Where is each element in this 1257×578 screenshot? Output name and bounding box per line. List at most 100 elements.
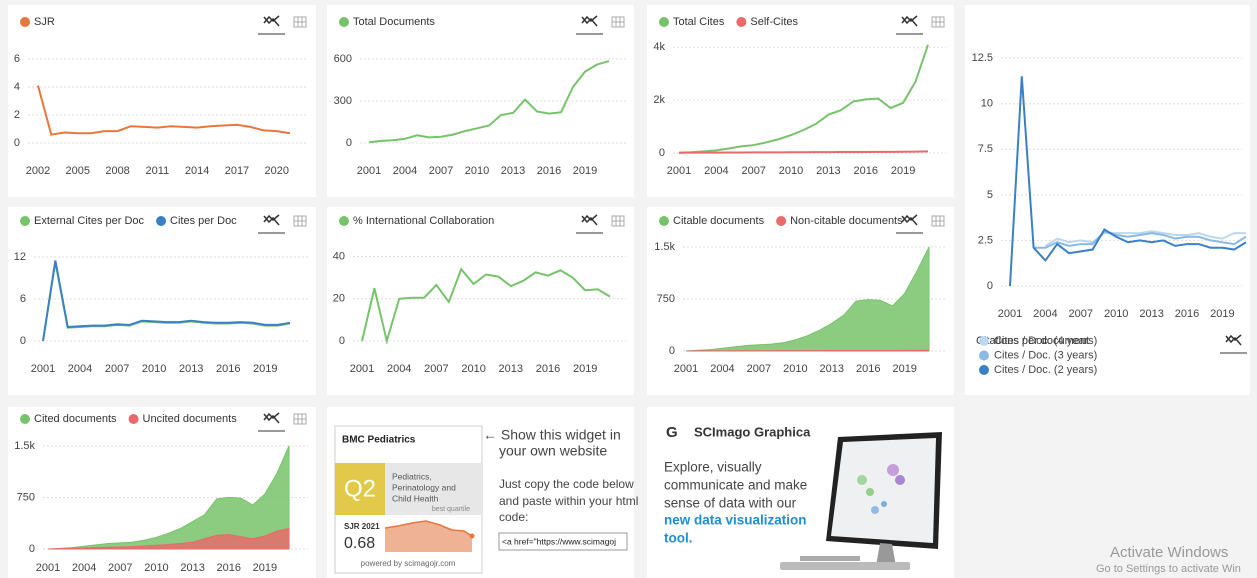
legend-marker[interactable] <box>20 17 30 27</box>
widget-card: BMC Pediatrics Q2 Pediatrics, Perinatolo… <box>327 407 638 578</box>
best-quartile: best quartile <box>432 506 470 513</box>
legend-marker[interactable] <box>659 17 669 27</box>
legend-label: % International Collaboration <box>353 215 494 227</box>
y-tick-label: 12 <box>14 251 26 263</box>
category-line: Child Health <box>392 493 439 503</box>
x-tick-label: 2014 <box>185 165 209 177</box>
graphica-logo: G <box>666 424 678 441</box>
x-tick-label: 2019 <box>1210 308 1234 320</box>
dashboard: BMC Pediatrics Q2 Pediatrics, Perinatolo… <box>0 0 1257 578</box>
instruction-line: code: <box>499 510 528 524</box>
y-tick-label: 0 <box>29 543 35 555</box>
legend-label: SJR <box>34 16 55 28</box>
legend-label: Citable documents <box>673 215 765 227</box>
x-tick-label: 2007 <box>741 165 765 177</box>
chart-card: Citations per document02.557.51012.52001… <box>965 5 1250 395</box>
y-tick-label: 0 <box>20 335 26 347</box>
x-tick-label: 2010 <box>779 165 803 177</box>
y-tick-label: 1.5k <box>654 241 675 253</box>
chart-card: 06122001200420072010201320162019External… <box>8 207 316 395</box>
x-tick-label: 2004 <box>704 165 728 177</box>
legend-marker[interactable] <box>339 216 349 226</box>
promo-line: ← Show this widget in <box>483 427 621 443</box>
legend-label: Uncited documents <box>143 413 238 425</box>
x-tick-label: 2007 <box>108 562 132 574</box>
x-tick-label: 2013 <box>179 363 203 375</box>
legend-marker[interactable] <box>979 351 989 361</box>
x-tick-label: 2007 <box>424 363 448 375</box>
x-tick-label: 2016 <box>856 363 880 375</box>
y-tick-label: 750 <box>657 293 675 305</box>
y-tick-label: 6 <box>14 53 20 65</box>
legend-marker[interactable] <box>979 365 989 375</box>
y-tick-label: 7.5 <box>978 143 993 155</box>
legend-marker[interactable] <box>156 216 166 226</box>
x-tick-label: 2001 <box>357 165 381 177</box>
chart-card: 07501.5k2001200420072010201320162019Cita… <box>647 207 954 395</box>
legend-marker[interactable] <box>129 414 139 424</box>
legend-marker[interactable] <box>736 17 746 27</box>
x-tick-label: 2001 <box>31 363 55 375</box>
y-tick-label: 0 <box>659 147 665 159</box>
legend-marker[interactable] <box>339 17 349 27</box>
legend-marker[interactable] <box>20 414 30 424</box>
x-tick-label: 2007 <box>1069 308 1093 320</box>
x-tick-label: 2001 <box>998 308 1022 320</box>
y-tick-label: 40 <box>333 250 345 262</box>
y-tick-label: 750 <box>17 491 35 503</box>
x-tick-label: 2010 <box>461 363 485 375</box>
x-tick-label: 2004 <box>387 363 411 375</box>
x-tick-label: 2007 <box>747 363 771 375</box>
y-tick-label: 0 <box>339 335 345 347</box>
x-tick-label: 2004 <box>393 165 417 177</box>
legend-marker[interactable] <box>659 216 669 226</box>
legend-marker[interactable] <box>979 336 989 346</box>
area <box>686 350 929 351</box>
y-tick-label: 12.5 <box>972 52 993 64</box>
x-tick-label: 2010 <box>142 363 166 375</box>
graphica-link[interactable]: tool. <box>664 531 693 546</box>
x-tick-label: 2019 <box>891 165 915 177</box>
legend-label: Total Cites <box>673 16 725 28</box>
chart-card: 03006002001200420072010201320162019Total… <box>327 5 634 197</box>
x-tick-label: 2010 <box>1104 308 1128 320</box>
x-tick-label: 2010 <box>783 363 807 375</box>
promo-line: your own website <box>499 443 607 459</box>
x-tick-label: 2007 <box>429 165 453 177</box>
x-tick-label: 2016 <box>1175 308 1199 320</box>
category-line: Pediatrics, <box>392 471 432 481</box>
x-tick-label: 2013 <box>816 165 840 177</box>
y-tick-label: 0 <box>346 137 352 149</box>
y-tick-label: 0 <box>669 345 675 357</box>
x-tick-label: 2019 <box>892 363 916 375</box>
x-tick-label: 2013 <box>501 165 525 177</box>
watermark: Activate Windows Go to Settings to activ… <box>1096 544 1241 575</box>
x-tick-label: 2008 <box>105 165 129 177</box>
y-tick-label: 4k <box>653 41 665 53</box>
y-tick-label: 4 <box>14 81 20 93</box>
y-tick-label: 2k <box>653 94 665 106</box>
x-tick-label: 2004 <box>710 363 734 375</box>
sparkline-dot <box>470 534 475 539</box>
x-tick-label: 2001 <box>667 165 691 177</box>
x-tick-label: 2019 <box>253 562 277 574</box>
graphica-title: SCImago Graphica <box>694 424 811 439</box>
x-tick-label: 2004 <box>1033 308 1057 320</box>
instruction-line: Just copy the code below <box>499 477 634 491</box>
graphica-link[interactable]: new data visualization <box>664 513 807 528</box>
y-tick-label: 2 <box>14 109 20 121</box>
legend-marker[interactable] <box>20 216 30 226</box>
monitor-screen <box>831 438 936 543</box>
x-tick-label: 2001 <box>350 363 374 375</box>
x-tick-label: 2007 <box>105 363 129 375</box>
legend-marker[interactable] <box>776 216 786 226</box>
y-tick-label: 0 <box>14 137 20 149</box>
y-tick-label: 20 <box>333 293 345 305</box>
widget-journal: BMC Pediatrics <box>342 435 416 446</box>
line <box>679 151 928 152</box>
x-tick-label: 2002 <box>26 165 50 177</box>
code-text: <a href="https://www.scimagoj <box>502 536 616 546</box>
x-tick-label: 2013 <box>1139 308 1163 320</box>
